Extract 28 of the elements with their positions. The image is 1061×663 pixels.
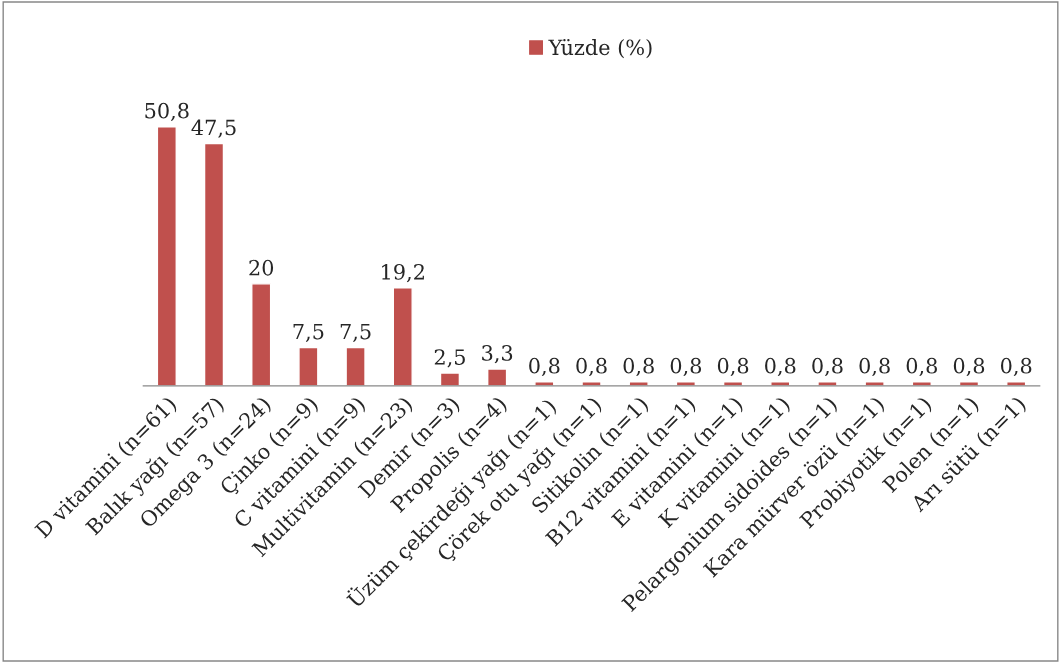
data-label: 47,5	[191, 119, 236, 138]
data-label: 0,8	[859, 357, 890, 377]
bar	[439, 372, 461, 386]
data-label: 2,5	[434, 349, 465, 368]
data-label: 0,8	[529, 357, 560, 377]
data-label: 0,8	[953, 357, 985, 377]
bar	[203, 142, 225, 386]
data-label: 0,8	[717, 357, 749, 377]
bar	[251, 283, 272, 386]
data-label: 0,8	[765, 357, 796, 377]
data-label: 19,2	[382, 263, 424, 283]
bar	[345, 346, 366, 386]
bar	[156, 125, 177, 386]
data-label: 20	[249, 259, 274, 276]
data-label: 0,8	[812, 357, 843, 377]
legend-label: Yüzde (%)	[548, 38, 652, 59]
bar	[487, 368, 508, 386]
data-label: 7,5	[340, 323, 371, 342]
bar	[392, 287, 413, 386]
data-label: 3,3	[482, 345, 513, 364]
data-label: 50,8	[145, 102, 189, 122]
bar	[298, 346, 319, 386]
data-label: 7,5	[293, 323, 324, 342]
data-label: 0,8	[1000, 357, 1032, 377]
data-label: 0,8	[906, 357, 937, 377]
data-label: 0,8	[623, 357, 654, 377]
data-label: 0,8	[576, 357, 607, 377]
data-label: 0,8	[670, 357, 702, 377]
